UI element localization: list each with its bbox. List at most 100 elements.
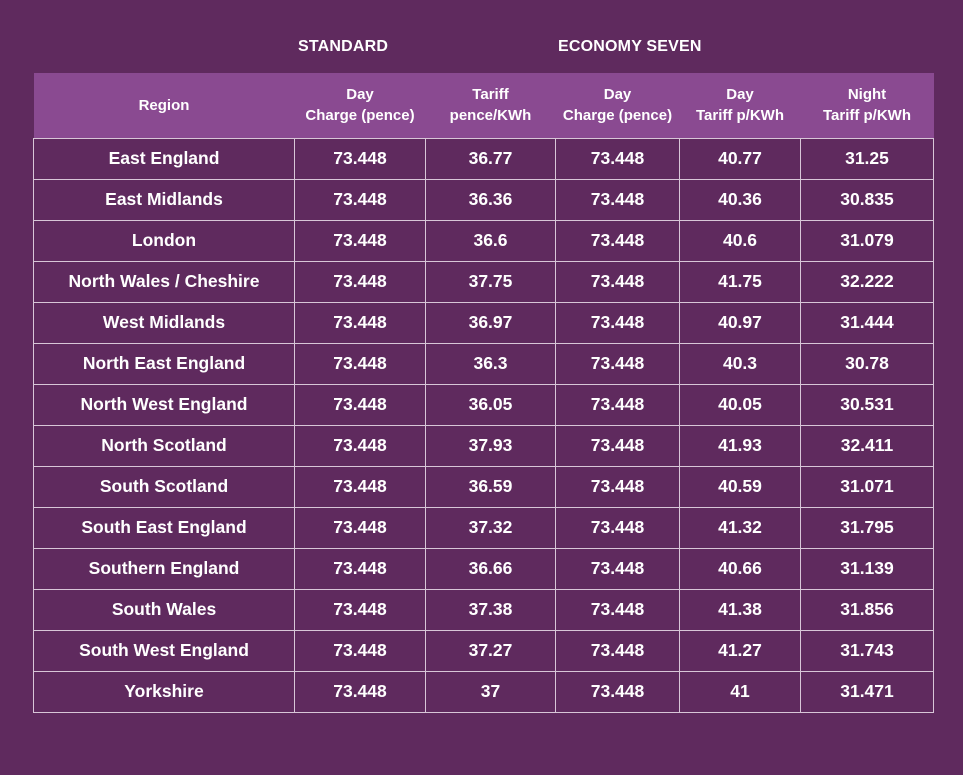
region-cell: South East England [33, 506, 295, 549]
region-cell: West Midlands [33, 301, 295, 344]
table-header: Region Day Charge (pence) Tariff pence/K… [33, 73, 934, 138]
table-row: North Scotland 73.448 37.93 73.448 41.93 32.4… [33, 424, 934, 467]
header-row: Region Day Charge (pence) Tariff pence/K… [33, 73, 934, 138]
table-row: West Midlands 73.448 36.97 73.448 40.97 31.44… [33, 301, 934, 344]
economy-day-charge-cell: 73.448 [555, 342, 680, 385]
standard-tariff-cell: 36.36 [425, 178, 556, 221]
economy-day-tariff-cell: 41.75 [679, 260, 801, 303]
header-line: Day [726, 86, 754, 104]
region-cell: South West England [33, 629, 295, 672]
region-cell: South Scotland [33, 465, 295, 508]
economy-day-tariff-cell: 41.27 [679, 629, 801, 672]
region-cell: Southern England [33, 547, 295, 590]
header-line: Day [603, 86, 632, 104]
table-body: East England 73.448 36.77 73.448 40.77 31.25 E… [33, 137, 934, 713]
economy-night-tariff-cell: 31.856 [800, 588, 934, 631]
economy-day-charge-cell: 73.448 [555, 383, 680, 426]
standard-tariff-cell: 36.77 [425, 137, 556, 180]
economy-night-tariff-cell: 31.25 [800, 137, 934, 180]
standard-tariff-cell: 37.93 [425, 424, 556, 467]
economy-day-charge-cell: 73.448 [555, 219, 680, 262]
region-cell: London [33, 219, 295, 262]
table-row: North West England 73.448 36.05 73.448 40.05… [33, 383, 934, 426]
header-region: Region [34, 73, 295, 138]
table-row: Southern England 73.448 36.66 73.448 40.66 31… [33, 547, 934, 590]
economy-night-tariff-cell: 31.444 [800, 301, 934, 344]
standard-tariff-cell: 36.66 [425, 547, 556, 590]
economy-seven-group-label: ECONOMY SEVEN [558, 38, 702, 55]
header-line: Region [138, 96, 190, 114]
economy-night-tariff-cell: 30.78 [800, 342, 934, 385]
standard-day-charge-cell: 73.448 [294, 465, 426, 508]
header-economy-day-charge: Day Charge (pence) [556, 73, 680, 138]
economy-night-tariff-cell: 31.079 [800, 219, 934, 262]
economy-night-tariff-cell: 32.411 [800, 424, 934, 467]
table-row: South Wales 73.448 37.38 73.448 41.38 31.856 [33, 588, 934, 631]
standard-tariff-cell: 37.38 [425, 588, 556, 631]
standard-day-charge-cell: 73.448 [294, 424, 426, 467]
table-row: South East England 73.448 37.32 73.448 41.32… [33, 506, 934, 549]
economy-day-charge-cell: 73.448 [555, 137, 680, 180]
header-line: pence/KWh [449, 107, 532, 125]
header-line: Day [346, 86, 374, 104]
table-row: North East England 73.448 36.3 73.448 40.3 30… [33, 342, 934, 385]
header-economy-night-tariff: Night Tariff p/KWh [801, 73, 934, 138]
standard-day-charge-cell: 73.448 [294, 137, 426, 180]
standard-tariff-cell: 36.97 [425, 301, 556, 344]
economy-night-tariff-cell: 30.531 [800, 383, 934, 426]
economy-day-charge-cell: 73.448 [555, 424, 680, 467]
standard-day-charge-cell: 73.448 [294, 260, 426, 303]
standard-day-charge-cell: 73.448 [294, 588, 426, 631]
economy-night-tariff-cell: 30.835 [800, 178, 934, 221]
economy-day-tariff-cell: 40.59 [679, 465, 801, 508]
table-row: South Scotland 73.448 36.59 73.448 40.59 31.0… [33, 465, 934, 508]
table-row: North Wales / Cheshire 73.448 37.75 73.448 4… [33, 260, 934, 303]
standard-day-charge-cell: 73.448 [294, 670, 426, 713]
header-line: Charge (pence) [562, 107, 673, 125]
region-cell: Yorkshire [33, 670, 295, 713]
header-economy-day-tariff: Day Tariff p/KWh [680, 73, 801, 138]
economy-day-tariff-cell: 41 [679, 670, 801, 713]
standard-tariff-cell: 36.3 [425, 342, 556, 385]
economy-day-charge-cell: 73.448 [555, 670, 680, 713]
economy-day-charge-cell: 73.448 [555, 465, 680, 508]
standard-group-label: STANDARD [298, 38, 389, 55]
economy-night-tariff-cell: 32.222 [800, 260, 934, 303]
region-cell: North East England [33, 342, 295, 385]
table-row: East Midlands 73.448 36.36 73.448 40.36 30.83… [33, 178, 934, 221]
table-row: South West England 73.448 37.27 73.448 41.27… [33, 629, 934, 672]
standard-day-charge-cell: 73.448 [294, 219, 426, 262]
standard-day-charge-cell: 73.448 [294, 383, 426, 426]
header-standard-tariff: Tariff pence/KWh [426, 73, 556, 138]
standard-tariff-cell: 37.27 [425, 629, 556, 672]
standard-tariff-cell: 36.05 [425, 383, 556, 426]
economy-day-charge-cell: 73.448 [555, 301, 680, 344]
economy-night-tariff-cell: 31.795 [800, 506, 934, 549]
economy-day-charge-cell: 73.448 [555, 178, 680, 221]
economy-day-charge-cell: 73.448 [555, 260, 680, 303]
standard-day-charge-cell: 73.448 [294, 547, 426, 590]
economy-night-tariff-cell: 31.743 [800, 629, 934, 672]
standard-day-charge-cell: 73.448 [294, 178, 426, 221]
standard-day-charge-cell: 73.448 [294, 506, 426, 549]
economy-night-tariff-cell: 31.471 [800, 670, 934, 713]
economy-day-tariff-cell: 41.38 [679, 588, 801, 631]
economy-day-charge-cell: 73.448 [555, 588, 680, 631]
economy-day-tariff-cell: 40.66 [679, 547, 801, 590]
standard-tariff-cell: 37.75 [425, 260, 556, 303]
standard-day-charge-cell: 73.448 [294, 301, 426, 344]
header-line: Charge (pence) [305, 107, 415, 125]
economy-night-tariff-cell: 31.139 [800, 547, 934, 590]
region-cell: North Scotland [33, 424, 295, 467]
region-cell: South Wales [33, 588, 295, 631]
economy-day-tariff-cell: 40.3 [679, 342, 801, 385]
header-line: Tariff p/KWh [822, 107, 912, 125]
economy-day-tariff-cell: 41.93 [679, 424, 801, 467]
standard-tariff-cell: 36.6 [425, 219, 556, 262]
economy-day-tariff-cell: 41.32 [679, 506, 801, 549]
header-line: Night [847, 86, 887, 104]
standard-tariff-cell: 37.32 [425, 506, 556, 549]
economy-day-tariff-cell: 40.6 [679, 219, 801, 262]
region-cell: North Wales / Cheshire [33, 260, 295, 303]
standard-day-charge-cell: 73.448 [294, 342, 426, 385]
